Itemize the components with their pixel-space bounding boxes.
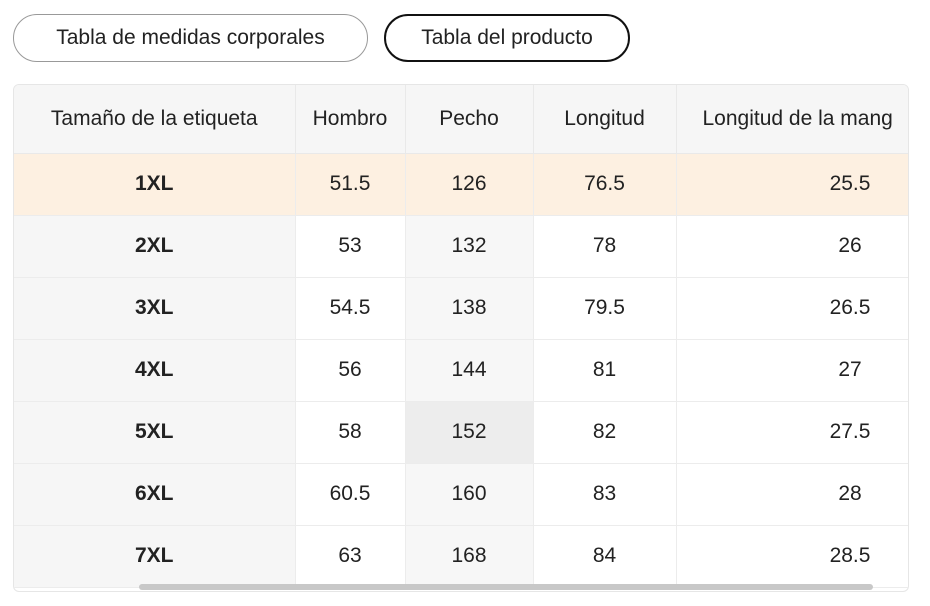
table-row[interactable]: 2XL 53 132 78 26 bbox=[14, 215, 908, 278]
header-length: Longitud bbox=[533, 85, 677, 154]
shoulder-cell: 54.5 bbox=[295, 277, 406, 340]
chest-cell: 138 bbox=[405, 277, 534, 340]
sleeve-length-cell: 27.5 bbox=[676, 401, 908, 464]
table-row[interactable]: 5XL 58 152 82 27.5 bbox=[14, 401, 908, 464]
length-cell: 76.5 bbox=[533, 153, 677, 216]
size-chart-tabs: Tabla de medidas corporales Tabla del pr… bbox=[13, 14, 630, 62]
header-shoulder: Hombro bbox=[295, 85, 406, 154]
size-cell: 2XL bbox=[14, 215, 296, 278]
length-cell: 83 bbox=[533, 463, 677, 526]
table-row[interactable]: 6XL 60.5 160 83 28 bbox=[14, 463, 908, 526]
chest-cell: 160 bbox=[405, 463, 534, 526]
length-cell: 79.5 bbox=[533, 277, 677, 340]
tab-body-measurements[interactable]: Tabla de medidas corporales bbox=[13, 14, 368, 62]
chest-cell: 126 bbox=[405, 153, 534, 216]
tab-product-measurements[interactable]: Tabla del producto bbox=[384, 14, 630, 62]
header-label-size: Tamaño de la etiqueta bbox=[14, 85, 296, 154]
sleeve-length-cell: 25.5 bbox=[676, 153, 908, 216]
horizontal-scrollbar[interactable] bbox=[139, 584, 873, 590]
table-row[interactable]: 7XL 63 168 84 28.5 bbox=[14, 525, 908, 588]
sleeve-length-cell: 26 bbox=[676, 215, 908, 278]
header-sleeve-length: Longitud de la mang bbox=[676, 85, 908, 154]
table-header-row: Tamaño de la etiqueta Hombro Pecho Longi… bbox=[14, 85, 908, 154]
chest-cell: 168 bbox=[405, 525, 534, 588]
shoulder-cell: 53 bbox=[295, 215, 406, 278]
shoulder-cell: 51.5 bbox=[295, 153, 406, 216]
sleeve-length-cell: 26.5 bbox=[676, 277, 908, 340]
shoulder-cell: 60.5 bbox=[295, 463, 406, 526]
shoulder-cell: 63 bbox=[295, 525, 406, 588]
table-row[interactable]: 1XL 51.5 126 76.5 25.5 bbox=[14, 153, 908, 216]
size-table-container[interactable]: Tamaño de la etiqueta Hombro Pecho Longi… bbox=[13, 84, 909, 592]
sleeve-length-cell: 28 bbox=[676, 463, 908, 526]
chest-cell: 144 bbox=[405, 339, 534, 402]
length-cell: 84 bbox=[533, 525, 677, 588]
chest-cell: 132 bbox=[405, 215, 534, 278]
shoulder-cell: 58 bbox=[295, 401, 406, 464]
size-cell: 1XL bbox=[14, 153, 296, 216]
table-row[interactable]: 4XL 56 144 81 27 bbox=[14, 339, 908, 402]
size-cell: 6XL bbox=[14, 463, 296, 526]
length-cell: 81 bbox=[533, 339, 677, 402]
size-table: Tamaño de la etiqueta Hombro Pecho Longi… bbox=[14, 85, 908, 588]
chest-cell: 152 bbox=[405, 401, 534, 464]
length-cell: 78 bbox=[533, 215, 677, 278]
length-cell: 82 bbox=[533, 401, 677, 464]
table-row[interactable]: 3XL 54.5 138 79.5 26.5 bbox=[14, 277, 908, 340]
size-cell: 5XL bbox=[14, 401, 296, 464]
shoulder-cell: 56 bbox=[295, 339, 406, 402]
sleeve-length-cell: 28.5 bbox=[676, 525, 908, 588]
sleeve-length-cell: 27 bbox=[676, 339, 908, 402]
size-cell: 7XL bbox=[14, 525, 296, 588]
size-cell: 4XL bbox=[14, 339, 296, 402]
header-chest: Pecho bbox=[405, 85, 534, 154]
size-cell: 3XL bbox=[14, 277, 296, 340]
